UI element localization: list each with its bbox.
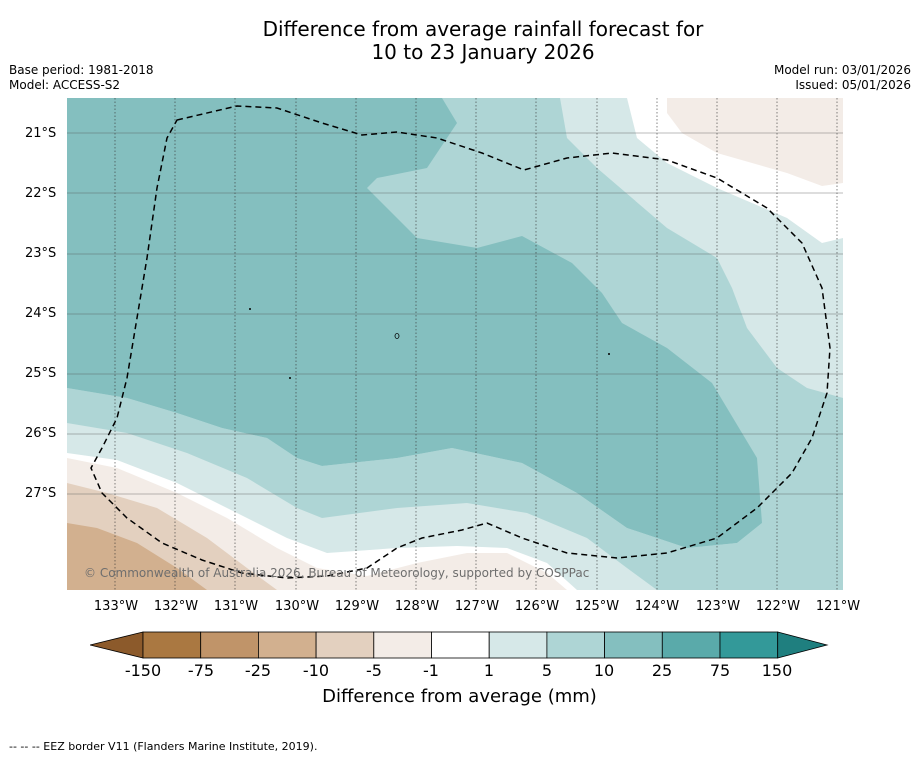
colorbar-segment--5--1 — [373, 631, 432, 659]
eez-border — [90, 105, 831, 579]
band-neg10-neg25-lower — [67, 523, 207, 590]
colorbar-tick: -150 — [124, 661, 162, 680]
lat-label-24s: 24°S — [25, 306, 57, 321]
colorbar-tick: -10 — [302, 661, 330, 680]
lon-label-122w: 122°W — [755, 599, 801, 614]
model-name: Model: ACCESS-S2 — [9, 78, 121, 92]
colorbar-segment-75-150 — [719, 631, 779, 659]
rainfall-map — [67, 98, 843, 590]
colorbar-label: Difference from average (mm) — [322, 686, 597, 707]
colorbar-segment-5-10 — [546, 631, 605, 659]
colorbar-tick: -75 — [187, 661, 215, 680]
copyright-notice: © Commonwealth of Australia 2026, Bureau… — [84, 566, 590, 580]
lon-label-121w: 121°W — [815, 599, 861, 614]
colorbar-tick: -25 — [244, 661, 272, 680]
meta-right: Model run: 03/01/2026 Issued: 05/01/2026 — [774, 63, 911, 93]
colorbar-tick: -5 — [366, 661, 382, 680]
colorbar-segment-10-25 — [604, 631, 663, 659]
lon-label-133w: 133°W — [93, 599, 139, 614]
base-period: Base period: 1981-2018 — [9, 63, 154, 77]
meridian-gridlines — [114, 98, 838, 590]
island-marker — [289, 377, 291, 379]
lon-label-132w: 132°W — [153, 599, 199, 614]
island-marker — [249, 308, 251, 310]
lon-label-126w: 126°W — [514, 599, 560, 614]
colorbar-segment--25--10 — [257, 631, 317, 659]
meta-left: Base period: 1981-2018 Model: ACCESS-S2 — [9, 63, 154, 93]
colorbar-segment--1-1 — [431, 631, 490, 659]
island-marker — [394, 333, 400, 339]
colorbar-tick: 1 — [483, 661, 495, 680]
island-marker — [608, 353, 610, 355]
lat-label-27s: 27°S — [25, 486, 57, 501]
eez-footnote: -- -- -- EEZ border V11 (Flanders Marine… — [9, 740, 318, 753]
lon-label-130w: 130°W — [274, 599, 320, 614]
colorbar-segment--150--75 — [142, 631, 202, 659]
colorbar-segment-25-75 — [661, 631, 721, 659]
colorbar-segment--75--25 — [200, 631, 259, 659]
model-run: Model run: 03/01/2026 — [773, 63, 911, 77]
lat-label-25s: 25°S — [25, 366, 57, 381]
title-line-2: 10 to 23 January 2026 — [371, 40, 595, 64]
chart-title: Difference from average rainfall forecas… — [0, 18, 919, 64]
lon-label-123w: 123°W — [695, 599, 741, 614]
lat-label-23s: 23°S — [25, 246, 57, 261]
band-neg1-neg5-right — [667, 98, 843, 186]
lon-label-128w: 128°W — [394, 599, 440, 614]
lat-label-26s: 26°S — [25, 426, 57, 441]
colorbar-segment-below-150 — [90, 631, 144, 659]
lat-label-22s: 22°S — [25, 186, 57, 201]
lon-label-131w: 131°W — [213, 599, 259, 614]
lon-label-124w: 124°W — [634, 599, 680, 614]
lon-label-129w: 129°W — [334, 599, 380, 614]
band-10-25 — [67, 98, 762, 548]
colorbar-tick: -1 — [423, 661, 439, 680]
issued-date: Issued: 05/01/2026 — [795, 78, 911, 92]
lon-label-127w: 127°W — [454, 599, 500, 614]
colorbar — [90, 631, 829, 659]
colorbar-tick: 75 — [709, 661, 731, 680]
colorbar-tick: 5 — [541, 661, 553, 680]
colorbar-segment-above-150 — [777, 631, 829, 659]
colorbar-segment--10--5 — [315, 631, 375, 659]
lat-label-21s: 21°S — [25, 126, 57, 141]
parallel-gridlines — [67, 132, 843, 495]
colorbar-tick: 10 — [593, 661, 615, 680]
colorbar-segment-1-5 — [488, 631, 548, 659]
colorbar-tick: 25 — [651, 661, 673, 680]
lon-label-125w: 125°W — [574, 599, 620, 614]
colorbar-tick: 150 — [761, 661, 793, 680]
title-line-1: Difference from average rainfall forecas… — [262, 17, 704, 41]
